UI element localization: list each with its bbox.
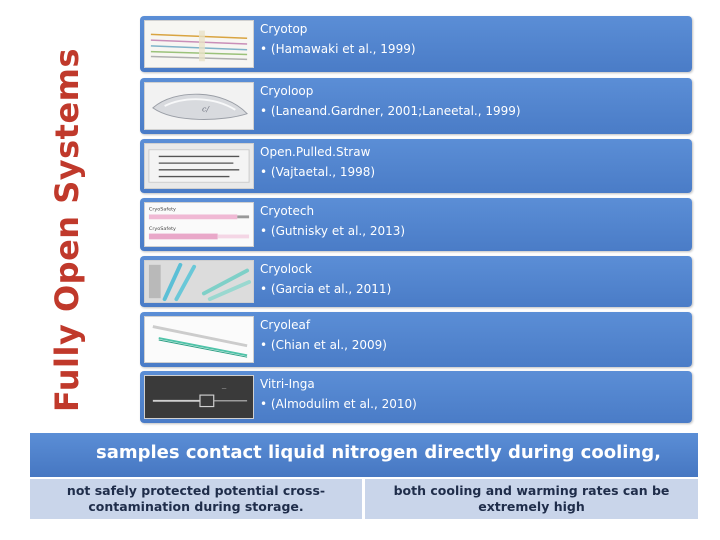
system-row-cryoleaf: Cryoleaf • (Chian et al., 2009): [140, 312, 692, 367]
system-text-open-pulled-straw: Open.Pulled.Straw • (Vajtaetal., 1998): [260, 142, 375, 182]
disadvantage-line-1: not safely protected potential cross-: [66, 483, 326, 498]
system-text-cryoleaf: Cryoleaf • (Chian et al., 2009): [260, 315, 387, 355]
svg-text:c/: c/: [202, 105, 210, 114]
system-citation: • (Almodulim et al., 2010): [260, 397, 417, 411]
vitri-inga-device-image: —: [144, 375, 254, 419]
system-text-cryotop: Cryotop • (Hamawaki et al., 1999): [260, 19, 416, 59]
svg-text:—: —: [222, 386, 227, 391]
advantage-line-2: extremely high: [478, 499, 585, 514]
system-text-cryotech: Cryotech • (Gutnisky et al., 2013): [260, 201, 405, 241]
advantage-line-1: both cooling and warming rates can be: [393, 483, 670, 498]
system-citation: • (Laneand.Gardner, 2001;Laneetal., 1999…: [260, 104, 521, 118]
system-row-cryotech: CryoSafety CryoSafety Cryotech • (Gutnis…: [140, 198, 692, 251]
cryolock-device-image: [144, 260, 254, 303]
system-name: Cryotop: [260, 22, 308, 36]
system-name: Cryoloop: [260, 84, 314, 98]
system-name: Cryoleaf: [260, 318, 311, 332]
system-name: Vitri-Inga: [260, 377, 315, 391]
system-name: Cryotech: [260, 204, 315, 218]
cryoleaf-device-image: [144, 316, 254, 363]
open-pulled-straw-image: [144, 143, 254, 189]
side-title: Fully Open Systems: [48, 47, 86, 412]
system-citation: • (Chian et al., 2009): [260, 338, 387, 352]
thumb-label: CryoSafety: [149, 207, 176, 213]
system-name: Cryolock: [260, 262, 312, 276]
system-row-open-pulled-straw: Open.Pulled.Straw • (Vajtaetal., 1998): [140, 139, 692, 193]
advantage-cell: both cooling and warming rates can be ex…: [365, 479, 698, 519]
system-row-cryoloop: c/ Cryoloop • (Laneand.Gardner, 2001;Lan…: [140, 78, 692, 134]
system-citation: • (Garcia et al., 2011): [260, 282, 392, 296]
system-row-cryolock: Cryolock • (Garcia et al., 2011): [140, 256, 692, 307]
cryoloop-device-image: c/: [144, 82, 254, 130]
cryotop-device-image: [144, 20, 254, 68]
system-text-cryolock: Cryolock • (Garcia et al., 2011): [260, 259, 391, 299]
system-row-vitri-inga: — Vitri-Inga • (Almodulim et al., 2010): [140, 371, 692, 423]
system-text-cryoloop: Cryoloop • (Laneand.Gardner, 2001;Laneet…: [260, 81, 521, 121]
summary-banner: samples contact liquid nitrogen directly…: [30, 433, 698, 477]
system-citation: • (Hamawaki et al., 1999): [260, 42, 416, 56]
disadvantage-line-2: contamination during storage.: [88, 499, 304, 514]
cryotech-device-image: CryoSafety CryoSafety: [144, 202, 254, 247]
disadvantage-cell: not safely protected potential cross- co…: [30, 479, 362, 519]
thumb-label: CryoSafety: [149, 226, 176, 232]
system-name: Open.Pulled.Straw: [260, 145, 371, 159]
system-text-vitri-inga: Vitri-Inga • (Almodulim et al., 2010): [260, 374, 417, 414]
system-citation: • (Gutnisky et al., 2013): [260, 224, 406, 238]
system-citation: • (Vajtaetal., 1998): [260, 165, 376, 179]
system-row-cryotop: Cryotop • (Hamawaki et al., 1999): [140, 16, 692, 72]
